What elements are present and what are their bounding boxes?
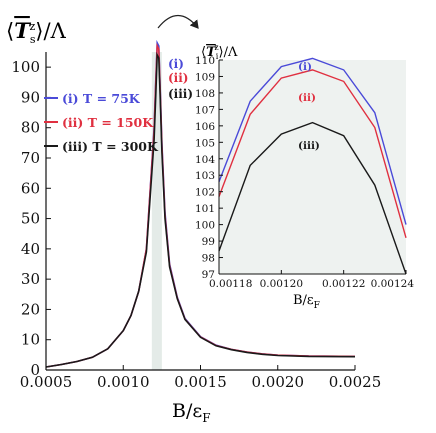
main-y-tick-label: 50 [21,210,40,228]
inset-y-tick-label: 97 [202,269,215,281]
main-y-tick-label: 70 [21,149,40,167]
inset-curve-tag-3: (iii) [298,140,320,152]
inset-series-line-3 [218,121,407,275]
inset-x-tick-label: 0.00120 [260,278,303,290]
inset-series-line-1 [218,57,407,225]
inset-x-label-subscript: F [314,301,320,311]
x-label-main: B/ε [172,400,202,422]
inset-x-tick-label: 0.00124 [371,278,415,290]
x-label-subscript: F [202,411,210,425]
highlight-band [151,52,162,370]
y-label-bracket-open: ⟨ [6,19,14,43]
legend-entry-3: (iii) T = 300K [62,139,159,154]
inset-y-tick-label: 99 [202,236,215,248]
main-x-tick-label: 0.0020 [252,373,305,391]
inset-y-tick-label: 101 [195,203,215,215]
inset-x-axis-label: B/εF [293,293,320,311]
main-x-tick-label: 0.0025 [329,373,382,391]
legend-name: T = 300K [88,139,159,154]
inset-chart: 0.00118 0.00120 0.00122 0.00124 97 98 99 100 101… [195,43,414,311]
inset-y-tick-label: 104 [195,154,215,166]
legend-tag: (iii) [62,139,88,154]
y-label-divisor: /Λ [44,19,67,43]
main-y-tick-label: 0 [30,361,40,379]
inset-title-bracket-close: ⟩ [219,45,224,60]
main-y-tick-label: 40 [21,240,40,258]
inset-y-tick-label: 103 [195,170,215,182]
legend-tag: (ii) [62,115,83,130]
legend-entry-2: (ii) T = 150K [62,115,154,130]
main-x-tick-label: 0.0010 [97,373,150,391]
inset-y-tick-label: 108 [195,88,215,100]
main-series-line-3 [45,51,356,368]
legend-entry-1: (i) T = 75K [62,91,141,106]
zoom-arrow [157,14,199,29]
legend-tag: (i) [62,91,79,106]
main-y-tick-label: 80 [21,119,40,137]
inset-y-tick-label: 110 [195,55,215,67]
main-y-tick-label: 30 [21,270,40,288]
main-y-tick-label: 100 [11,58,40,76]
peak-tag-2: (ii) [168,71,188,85]
inset-y-tick-label: 102 [195,187,215,199]
inset-title-bracket-open: ⟨ [201,45,206,60]
y-label-bracket-close: ⟩ [35,19,43,43]
main-y-tick-label: 90 [21,88,40,106]
inset-title: ⟨Tiz⟩/Λ [201,43,238,61]
main-x-axis-label: B/εF [172,400,211,425]
y-label-subscript: s [30,33,36,46]
y-label-quantity: T [14,18,31,43]
y-label-superscript: z [30,20,36,33]
inset-x-label-main: B/ε [293,293,314,308]
main-y-axis-label: ⟨Tsz⟩/Λ [6,18,67,46]
inset-x-tick-label: 0.00118 [209,278,252,290]
inset-curve-tag-2: (ii) [298,92,316,104]
main-y-tick-label: 60 [21,179,40,197]
main-y-tick-label: 20 [21,300,40,318]
inset-title-quantity: T [206,45,217,60]
inset-y-tick-label: 107 [195,104,215,116]
inset-title-superscript: z [214,43,218,52]
inset-title-divisor: /Λ [224,45,238,60]
inset-y-tick-label: 105 [195,137,215,149]
legend-name: T = 75K [79,91,141,106]
inset-x-tick-label: 0.00122 [322,278,365,290]
main-y-tick-label: 10 [21,331,40,349]
inset-y-tick-label: 109 [195,71,215,83]
main-x-tick-label: 0.0005 [20,373,73,391]
inset-series-line-2 [218,69,407,238]
legend-name: T = 150K [83,115,154,130]
inset-y-tick-label: 106 [195,121,215,133]
main-x-tick-label: 0.0015 [174,373,227,391]
inset-y-tick-label: 100 [195,220,215,232]
inset-title-subscript: i [216,52,219,61]
peak-tag-1: (i) [168,57,184,71]
inset-curve-tag-1: (i) [298,61,312,73]
peak-tag-3: (iii) [168,87,193,101]
inset-y-tick-label: 98 [202,253,215,265]
